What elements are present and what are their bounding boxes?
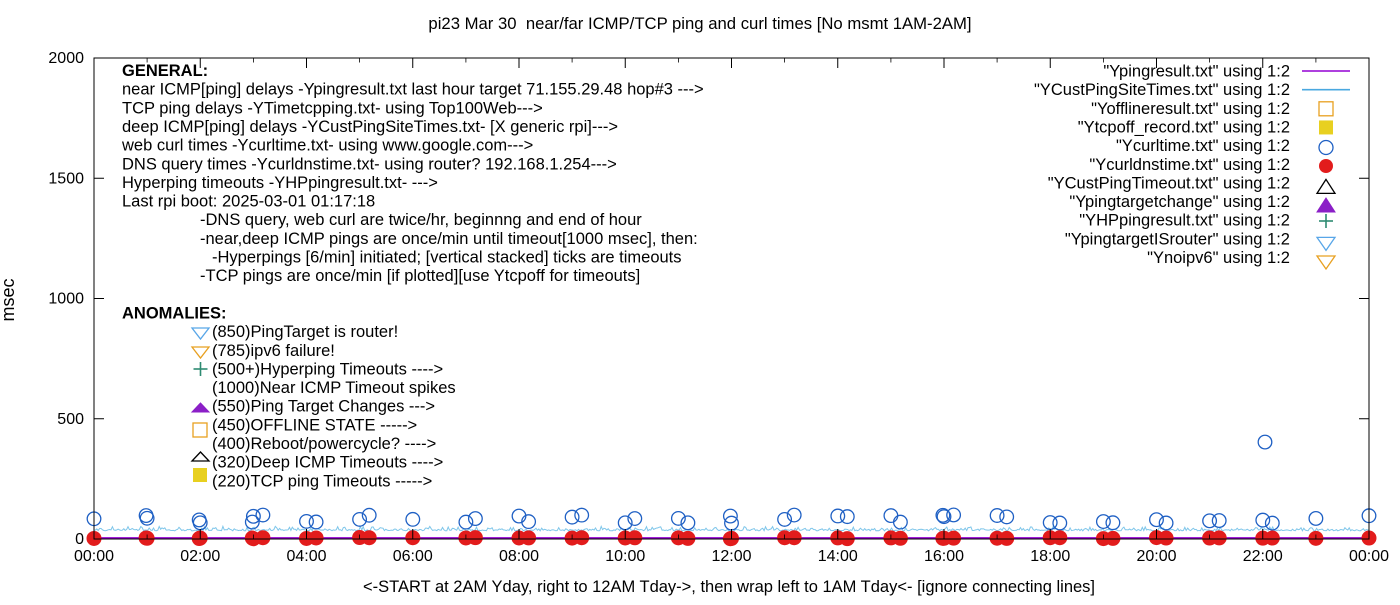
svg-text:"YCustPingTimeout.txt" using 1: "YCustPingTimeout.txt" using 1:2 <box>1048 174 1290 192</box>
svg-text:(400)Reboot/powercycle? ---->: (400)Reboot/powercycle? ----> <box>212 435 436 453</box>
svg-text:(220)TCP ping Timeouts ----->: (220)TCP ping Timeouts -----> <box>212 472 432 490</box>
svg-text:(500+)Hyperping Timeouts ---->: (500+)Hyperping Timeouts ----> <box>212 360 443 378</box>
svg-text:deep ICMP[ping] delays -YCustP: deep ICMP[ping] delays -YCustPingSiteTim… <box>122 118 618 136</box>
svg-text:18:00: 18:00 <box>1030 548 1070 565</box>
svg-text:00:00: 00:00 <box>1349 548 1389 565</box>
svg-text:msec: msec <box>0 278 18 321</box>
svg-text:"Yofflineresult.txt" using 1:2: "Yofflineresult.txt" using 1:2 <box>1091 100 1290 118</box>
svg-text:16:00: 16:00 <box>924 548 964 565</box>
svg-text:1000: 1000 <box>48 291 84 308</box>
svg-text:ANOMALIES:: ANOMALIES: <box>122 304 227 322</box>
svg-text:-Hyperpings [6/min] initiated;: -Hyperpings [6/min] initiated; [vertical… <box>212 249 682 267</box>
svg-text:-TCP pings are once/min [if pl: -TCP pings are once/min [if plotted][use… <box>200 267 640 285</box>
svg-text:"Ypingresult.txt" using 1:2: "Ypingresult.txt" using 1:2 <box>1103 63 1290 81</box>
svg-text:"Ypingtargetchange" using 1:2: "Ypingtargetchange" using 1:2 <box>1069 193 1290 211</box>
svg-text:00:00: 00:00 <box>74 548 114 565</box>
svg-text:"YpingtargetISrouter" using 1:: "YpingtargetISrouter" using 1:2 <box>1065 230 1290 248</box>
svg-text:"YCustPingSiteTimes.txt" using: "YCustPingSiteTimes.txt" using 1:2 <box>1034 81 1290 99</box>
svg-text:GENERAL:: GENERAL: <box>122 62 208 80</box>
svg-text:"YHPpingresult.txt" using 1:2: "YHPpingresult.txt" using 1:2 <box>1079 212 1290 230</box>
svg-text:web curl times -Ycurltime.txt-: web curl times -Ycurltime.txt- using www… <box>121 137 533 155</box>
svg-text:12:00: 12:00 <box>711 548 751 565</box>
svg-text:(320)Deep ICMP Timeouts ---->: (320)Deep ICMP Timeouts ----> <box>212 454 443 472</box>
svg-text:<-START at 2AM Yday, right to: <-START at 2AM Yday, right to 12AM Tday-… <box>363 578 1095 596</box>
svg-text:(450)OFFLINE STATE ----->: (450)OFFLINE STATE -----> <box>212 416 417 434</box>
svg-text:14:00: 14:00 <box>818 548 858 565</box>
svg-text:-near,deep ICMP pings are once: -near,deep ICMP pings are once/min until… <box>200 230 698 248</box>
svg-text:"Ynoipv6" using 1:2: "Ynoipv6" using 1:2 <box>1147 249 1290 267</box>
svg-text:04:00: 04:00 <box>286 548 326 565</box>
svg-text:0: 0 <box>75 531 84 548</box>
svg-text:20:00: 20:00 <box>1136 548 1176 565</box>
svg-text:DNS query times -Ycurldnstime.: DNS query times -Ycurldnstime.txt- using… <box>122 155 617 173</box>
svg-text:Last rpi boot: 2025-03-01 01:1: Last rpi boot: 2025-03-01 01:17:18 <box>122 193 375 211</box>
svg-text:"Ycurldnstime.txt" using 1:2: "Ycurldnstime.txt" using 1:2 <box>1089 156 1290 174</box>
svg-text:"Ytcpoff_record.txt" using 1:2: "Ytcpoff_record.txt" using 1:2 <box>1078 118 1290 136</box>
svg-text:22:00: 22:00 <box>1243 548 1283 565</box>
svg-text:2000: 2000 <box>48 50 84 67</box>
svg-text:08:00: 08:00 <box>499 548 539 565</box>
svg-text:"Ycurltime.txt" using 1:2: "Ycurltime.txt" using 1:2 <box>1116 137 1290 155</box>
svg-text:(1000)Near ICMP Timeout spikes: (1000)Near ICMP Timeout spikes <box>212 379 456 397</box>
svg-text:-DNS query, web curl are twice: -DNS query, web curl are twice/hr, begin… <box>200 211 642 229</box>
svg-text:1500: 1500 <box>48 170 84 187</box>
svg-text:near ICMP[ping] delays -Ypingr: near ICMP[ping] delays -Ypingresult.txt … <box>122 81 704 99</box>
svg-text:02:00: 02:00 <box>180 548 220 565</box>
svg-text:(850)PingTarget is router!: (850)PingTarget is router! <box>212 323 398 341</box>
svg-text:500: 500 <box>57 411 84 428</box>
svg-text:(785)ipv6 failure!: (785)ipv6 failure! <box>212 342 335 360</box>
svg-text:06:00: 06:00 <box>393 548 433 565</box>
svg-text:10:00: 10:00 <box>605 548 645 565</box>
svg-text:(550)Ping Target Changes --->: (550)Ping Target Changes ---> <box>212 398 435 416</box>
svg-text:TCP ping delays -YTimetcpping.: TCP ping delays -YTimetcpping.txt- using… <box>122 99 543 117</box>
svg-text:Hyperping timeouts -YHPpingres: Hyperping timeouts -YHPpingresult.txt- -… <box>122 174 438 192</box>
